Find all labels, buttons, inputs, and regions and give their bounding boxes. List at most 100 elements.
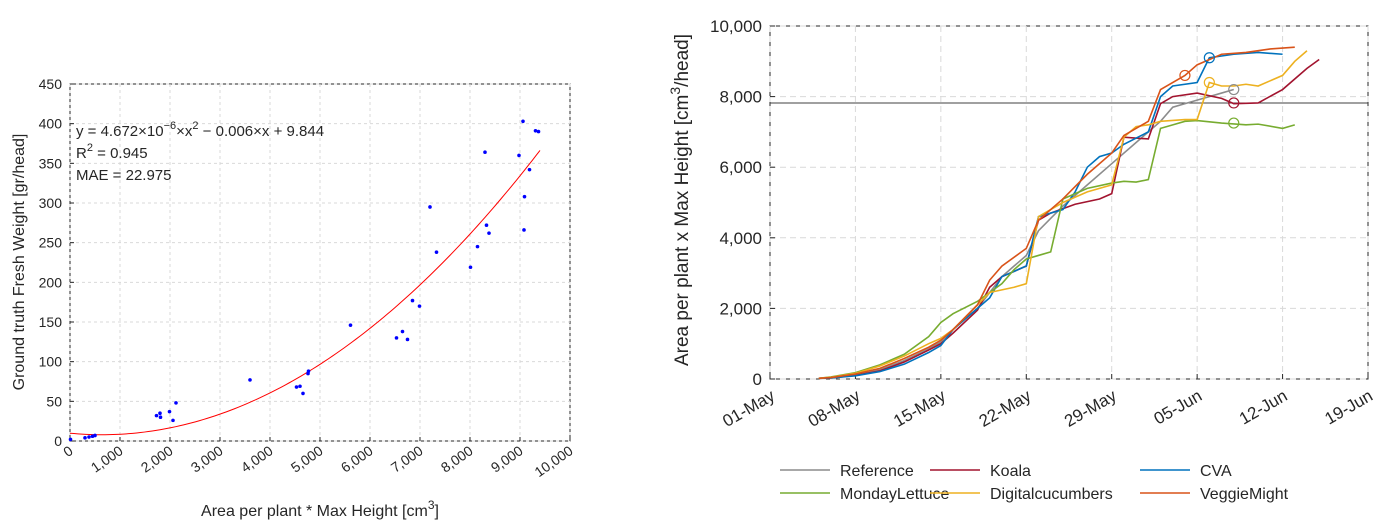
series-marker-mondaylettuce — [1228, 117, 1240, 129]
scatter-y-tick-label: 0 — [54, 433, 62, 449]
scatter-point — [348, 323, 353, 327]
series-line-reference — [818, 88, 1234, 380]
scatter-point — [487, 231, 491, 235]
scatter-point — [298, 384, 302, 389]
scatter-point — [154, 413, 159, 418]
scatter-y-tick-label: 350 — [39, 155, 63, 171]
line-x-tick-label: 12-Jun — [1236, 386, 1291, 428]
scatter-point — [536, 129, 541, 134]
series-marker-reference — [1228, 83, 1240, 96]
scatter-point — [68, 437, 73, 442]
scatter-x-tick-label: 10,000 — [531, 442, 575, 480]
line-y-tick-label: 10,000 — [710, 17, 762, 36]
line-y-tick-label: 6,000 — [719, 158, 762, 177]
r-squared-exponent: 2 — [87, 142, 93, 154]
line-x-ticks: 01-May 08-May 15-May 22-May 29-May 05-Jun 12-J… — [719, 374, 1376, 431]
scatter-y-tick-label: 50 — [46, 393, 62, 409]
line-grid — [769, 25, 1369, 380]
scatter-point — [483, 150, 487, 155]
scatter-y-tick-label: 250 — [39, 235, 63, 251]
line-markers-group — [1179, 52, 1240, 129]
scatter-point — [428, 205, 432, 209]
scatter-y-tick-label: 200 — [39, 274, 63, 290]
scatter-x-tick-label: 5,000 — [288, 442, 326, 475]
line-x-tick-label: 01-May — [719, 386, 778, 431]
line-y-label-end: /head] — [672, 34, 693, 87]
scatter-x-axis-label: Area per plant * Max Height [cm3] — [201, 498, 439, 520]
scatter-point — [306, 369, 311, 373]
legend-label-digitalcucumbers: Digitalcucumbers — [990, 486, 1113, 503]
legend: Reference Koala CVA MondayLettuce Digitalcuc… — [780, 463, 1289, 503]
scatter-point — [400, 329, 405, 334]
scatter-x-tick-label: 7,000 — [388, 442, 426, 475]
series-line-cva — [818, 51, 1283, 380]
scatter-y-tick-label: 300 — [39, 195, 63, 211]
line-x-tick-label: 19-Jun — [1321, 386, 1376, 428]
scatter-y-tick-label: 400 — [39, 116, 63, 132]
line-x-tick-label: 08-May — [805, 386, 864, 431]
scatter-point — [405, 337, 410, 342]
scatter-y-tick-label: 150 — [39, 314, 63, 330]
scatter-x-label-sup: 3 — [428, 498, 435, 512]
scatter-point — [475, 244, 480, 249]
scatter-x-label-text: Area per plant * Max Height [cm — [201, 503, 428, 520]
scatter-point — [87, 435, 91, 439]
fit-equation: y = 4.672×10−6×x2 − 0.006×x + 9.844 — [76, 120, 324, 140]
scatter-chart: 0 1,000 2,000 3,000 4,000 5,000 6,000 7,000 8,00… — [11, 76, 576, 520]
legend-label-mondaylettuce: MondayLettuce — [840, 486, 950, 503]
legend-label-reference: Reference — [840, 463, 914, 480]
scatter-y-axis-label: Ground truth Fresh Weight [gr/head] — [11, 134, 28, 391]
fit-equation-exponent: −6 — [164, 120, 177, 132]
series-marker-koala — [1228, 97, 1240, 109]
series-line-digitalcucumbers — [818, 50, 1308, 380]
scatter-point — [468, 265, 473, 270]
r-squared-prefix: R — [76, 145, 87, 162]
r-squared: R2 = 0.945 — [76, 142, 148, 162]
scatter-x-tick-label: 8,000 — [438, 442, 476, 475]
line-chart: 01-May 08-May 15-May 22-May 29-May 05-Jun 12-J… — [667, 17, 1376, 503]
scatter-points — [68, 119, 541, 442]
scatter-point — [522, 228, 526, 232]
line-y-label-text: Area per plant x Max Height [cm — [672, 95, 693, 366]
scatter-point — [517, 153, 521, 158]
legend-label-cva: CVA — [1200, 463, 1232, 480]
line-y-tick-label: 4,000 — [719, 229, 762, 248]
scatter-point — [93, 433, 97, 438]
scatter-point — [394, 336, 399, 340]
r-squared-value: = 0.945 — [93, 145, 148, 162]
scatter-point — [434, 250, 439, 254]
line-x-tick-label: 29-May — [1061, 386, 1120, 431]
scatter-point — [533, 129, 538, 133]
line-y-tick-label: 0 — [753, 370, 762, 389]
scatter-point — [521, 119, 525, 124]
scatter-x-tick-label: 2,000 — [138, 442, 176, 475]
scatter-point — [248, 378, 252, 382]
fit-curve — [69, 150, 541, 436]
mae-label: MAE = 22.975 — [76, 167, 171, 184]
scatter-point — [174, 401, 178, 405]
series-marker-digitalcucumbers — [1203, 76, 1215, 89]
legend-label-veggiemight: VeggieMight — [1200, 486, 1289, 503]
scatter-point — [158, 411, 162, 416]
line-x-tick-label: 15-May — [890, 386, 949, 431]
line-y-ticks: 0 2,000 4,000 6,000 8,000 10,000 — [710, 17, 775, 389]
line-y-tick-label: 2,000 — [719, 299, 762, 318]
line-series-group — [818, 46, 1320, 380]
scatter-point — [410, 298, 415, 303]
scatter-x-tick-label: 0 — [60, 442, 76, 460]
fit-equation-mid: ×x — [176, 123, 193, 140]
series-marker-veggiemight — [1179, 69, 1191, 82]
scatter-point — [417, 304, 422, 308]
scatter-point — [527, 167, 532, 172]
series-marker-cva — [1203, 52, 1215, 64]
scatter-grid — [69, 83, 571, 442]
scatter-point — [301, 391, 305, 396]
line-y-label-sup: 3 — [667, 87, 683, 95]
scatter-point — [171, 418, 175, 423]
scatter-x-tick-label: 9,000 — [488, 442, 526, 475]
fit-equation-suffix: − 0.006×x + 9.844 — [199, 123, 325, 140]
fit-equation-prefix: y = 4.672×10 — [76, 123, 164, 140]
scatter-x-tick-label: 3,000 — [188, 442, 226, 475]
